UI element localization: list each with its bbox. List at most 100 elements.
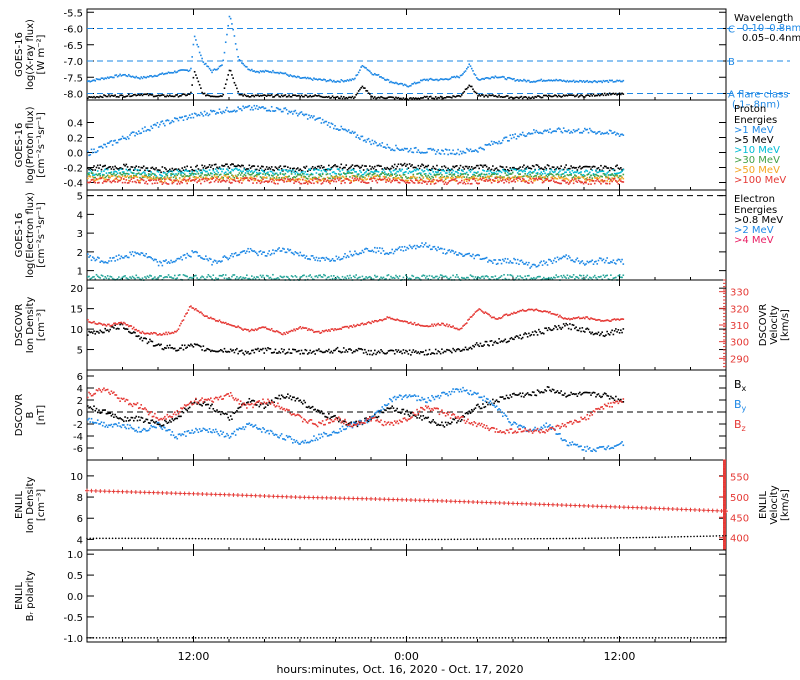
data-point xyxy=(474,171,477,174)
data-point xyxy=(340,173,343,175)
data-point xyxy=(289,169,292,172)
data-point xyxy=(354,96,356,98)
data-point xyxy=(137,172,140,174)
data-point xyxy=(419,79,422,82)
data-point xyxy=(234,110,237,113)
data-point xyxy=(181,258,184,261)
data-point xyxy=(121,171,124,173)
data-point xyxy=(478,173,480,176)
data-point xyxy=(519,176,521,178)
data-point xyxy=(264,174,267,176)
data-point xyxy=(239,177,242,179)
data-point xyxy=(236,48,238,51)
data-point xyxy=(482,148,484,150)
data-point xyxy=(504,136,507,139)
data-point xyxy=(160,179,162,181)
data-point xyxy=(581,327,584,329)
data-point xyxy=(392,96,395,99)
data-point xyxy=(104,276,106,278)
data-point xyxy=(331,177,334,179)
data-point xyxy=(392,176,395,179)
data-point xyxy=(364,139,366,142)
data-point xyxy=(132,174,135,177)
data-point xyxy=(137,181,140,184)
data-point xyxy=(546,164,549,166)
data-point xyxy=(272,351,274,354)
data-point xyxy=(164,176,166,178)
data-point xyxy=(260,165,263,168)
data-point xyxy=(396,177,398,180)
data-point xyxy=(110,140,113,142)
data-point xyxy=(124,175,126,178)
data-point xyxy=(252,250,254,253)
data-point xyxy=(412,82,415,85)
data-point xyxy=(171,261,174,264)
data-point xyxy=(519,334,521,336)
data-point xyxy=(227,74,230,76)
data-point xyxy=(333,127,335,130)
data-point xyxy=(167,347,170,349)
data-point xyxy=(405,274,407,276)
data-point xyxy=(539,330,541,333)
data-point xyxy=(103,94,105,96)
data-point xyxy=(533,80,535,83)
data-point xyxy=(469,177,472,180)
data-point xyxy=(415,277,417,279)
data-point xyxy=(247,277,249,280)
data-point xyxy=(526,336,529,338)
data-point xyxy=(448,149,451,151)
data-point xyxy=(87,80,89,83)
data-point xyxy=(549,173,551,175)
data-point xyxy=(119,172,121,174)
data-point xyxy=(477,182,479,185)
data-point xyxy=(303,274,305,277)
data-point xyxy=(324,259,326,261)
data-point xyxy=(280,94,283,97)
data-point xyxy=(91,79,94,82)
data-point xyxy=(366,168,369,171)
data-point xyxy=(166,176,169,179)
data-point xyxy=(171,173,174,175)
data-point xyxy=(478,178,480,181)
data-point xyxy=(365,276,367,278)
data-point xyxy=(340,95,343,98)
data-point xyxy=(309,169,312,171)
data-point xyxy=(605,94,607,97)
data-point xyxy=(162,73,165,76)
data-point xyxy=(329,126,331,128)
data-point xyxy=(370,143,372,146)
data-point xyxy=(284,169,287,171)
data-point xyxy=(201,171,203,173)
data-point xyxy=(398,174,401,176)
data-point xyxy=(530,265,533,268)
data-point xyxy=(388,147,391,149)
data-point xyxy=(468,165,471,168)
data-point xyxy=(432,178,435,181)
data-point xyxy=(205,113,207,116)
data-point xyxy=(135,252,138,255)
data-point xyxy=(247,247,249,250)
data-point xyxy=(355,171,357,173)
data-point xyxy=(478,167,480,170)
data-point xyxy=(374,175,376,178)
data-point xyxy=(565,164,567,166)
data-point xyxy=(489,144,492,147)
data-point xyxy=(536,171,539,174)
data-point xyxy=(188,114,191,116)
data-point xyxy=(439,179,442,182)
data-point xyxy=(341,257,344,260)
data-point xyxy=(500,142,503,144)
data-point xyxy=(611,132,613,135)
data-point xyxy=(509,77,512,80)
data-point xyxy=(462,72,464,75)
data-point xyxy=(592,80,595,83)
data-point xyxy=(350,172,353,174)
data-point xyxy=(288,278,290,280)
data-point xyxy=(294,180,297,183)
data-point xyxy=(96,164,99,167)
data-point xyxy=(337,173,340,175)
data-point xyxy=(124,137,126,140)
data-point xyxy=(510,261,513,264)
data-point xyxy=(485,170,488,173)
data-point xyxy=(294,109,297,112)
